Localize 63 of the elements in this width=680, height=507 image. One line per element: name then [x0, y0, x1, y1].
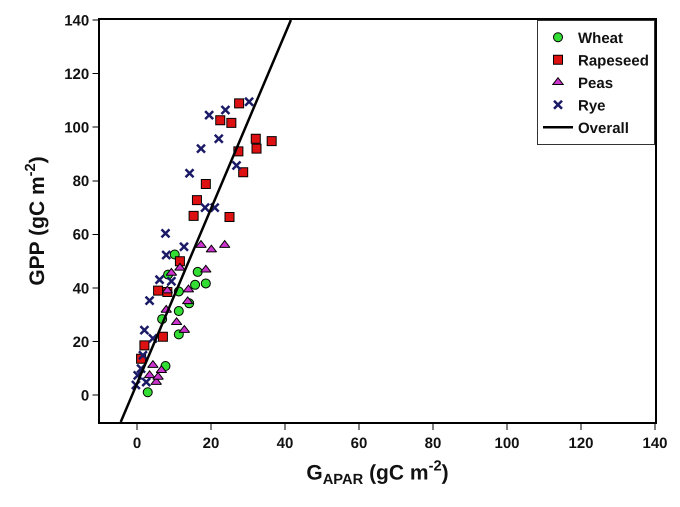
point [156, 365, 168, 374]
point [174, 306, 184, 316]
point [192, 266, 203, 277]
x-tick-label: 120 [568, 434, 594, 452]
point [166, 268, 178, 276]
x-tick-label: 20 [202, 434, 220, 452]
y-tick-label: 80 [72, 173, 90, 190]
y-tick-label: 100 [64, 119, 90, 136]
point [160, 250, 172, 260]
x-tick-label: 140 [642, 434, 668, 452]
x-axis-title: G$_{APAR}$ (gC m$^{-2}$) [306, 458, 449, 488]
point [204, 110, 214, 120]
point [144, 295, 155, 306]
legend-label: Rapeseed [578, 52, 649, 70]
x-tick-label: 60 [350, 434, 368, 452]
point [153, 286, 164, 296]
point [226, 118, 236, 128]
legend-label: Rye [578, 98, 606, 115]
point [224, 212, 234, 222]
point [200, 264, 212, 273]
point [231, 160, 242, 171]
y-tick-label: 120 [64, 66, 90, 83]
point [196, 143, 206, 154]
point [215, 115, 226, 126]
point [234, 98, 244, 108]
y-tick-label: 20 [72, 334, 90, 351]
legend-label: Wheat [578, 30, 624, 48]
point [142, 387, 153, 398]
point [266, 136, 277, 146]
point [158, 332, 168, 342]
x-tick-label: 0 [132, 434, 142, 452]
point [184, 168, 195, 179]
point [160, 228, 171, 239]
point [182, 296, 194, 304]
point [220, 104, 231, 116]
point [139, 340, 150, 350]
y-tick-label: 60 [72, 226, 90, 244]
point [200, 179, 211, 190]
point [174, 262, 186, 271]
y-tick-label: 0 [80, 387, 90, 404]
point [190, 280, 200, 290]
point [252, 144, 262, 154]
point [178, 241, 190, 252]
point [192, 195, 202, 206]
point [144, 370, 156, 378]
point [174, 256, 185, 266]
point [214, 133, 224, 144]
y-tick-label: 40 [72, 280, 90, 298]
point [200, 278, 211, 288]
y-tick-label: 140 [64, 12, 90, 30]
point [250, 134, 261, 144]
point [138, 350, 148, 361]
legend-label: Peas [578, 75, 614, 92]
x-tick-label: 40 [276, 434, 294, 452]
legend-label: Overall [578, 120, 629, 138]
point [139, 324, 150, 336]
point [238, 167, 248, 178]
point [244, 96, 254, 107]
point [188, 210, 199, 221]
x-tick-label: 100 [494, 434, 520, 452]
point [152, 372, 164, 380]
point [170, 317, 182, 326]
x-tick-label: 80 [424, 434, 442, 452]
